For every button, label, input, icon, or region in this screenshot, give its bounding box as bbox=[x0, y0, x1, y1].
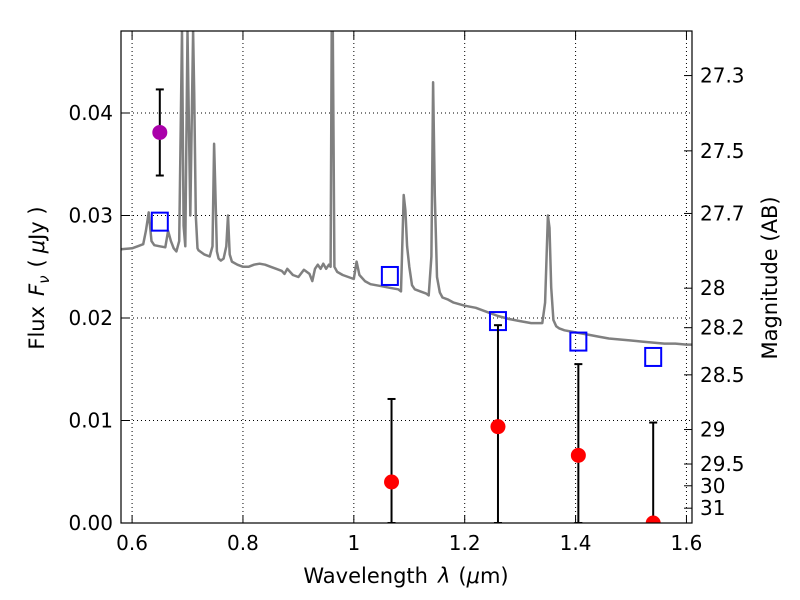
plot-series bbox=[121, 31, 692, 523]
x-tick-label: 1.4 bbox=[560, 531, 592, 555]
x-tick-label: 1.6 bbox=[671, 531, 703, 555]
y-tick-label: 0.01 bbox=[68, 409, 113, 433]
plot-frame bbox=[120, 30, 693, 524]
y-tick-label: 0.00 bbox=[68, 511, 113, 535]
magnitude-tick-label: 31 bbox=[700, 496, 725, 520]
magnitude-tick-label: 28 bbox=[700, 276, 725, 300]
model-flux-square-point bbox=[644, 346, 663, 367]
y-tick-label: 0.02 bbox=[68, 306, 113, 330]
observed-flux-point bbox=[490, 419, 506, 435]
grid-lines bbox=[121, 31, 692, 524]
y-tick-label: 0.04 bbox=[68, 101, 113, 125]
x-axis-label: Wavelength λ (μm) bbox=[303, 564, 508, 588]
y-axis-label: FluxFν(μJy ) bbox=[25, 206, 53, 349]
observed-flux-point bbox=[384, 474, 400, 490]
x-tick-label: 0.8 bbox=[227, 531, 259, 555]
observed-flux-point bbox=[152, 124, 168, 140]
model-flux-square-point bbox=[569, 331, 588, 352]
x-tick-label: 1.2 bbox=[449, 531, 481, 555]
magnitude-tick-label: 29.5 bbox=[700, 452, 745, 476]
x-tick-label: 0.6 bbox=[116, 531, 148, 555]
magnitude-tick-label: 28.2 bbox=[700, 316, 745, 340]
magnitude-tick-label: 28.5 bbox=[700, 363, 745, 387]
magnitude-tick-label: 27.7 bbox=[700, 201, 745, 225]
magnitude-tick-label: 29 bbox=[700, 418, 725, 442]
magnitude-tick-label: 27.5 bbox=[700, 139, 745, 163]
magnitude-tick-label: 27.3 bbox=[700, 64, 745, 88]
y-tick-label: 0.03 bbox=[68, 204, 113, 228]
magnitude-tick-label: 30 bbox=[700, 474, 725, 498]
model-flux-square-point bbox=[380, 265, 399, 286]
observed-flux-point bbox=[645, 515, 661, 523]
model-flux-square-point bbox=[150, 211, 169, 232]
x-tick-label: 1 bbox=[347, 531, 360, 555]
model-spectrum-line bbox=[121, 31, 692, 346]
observed-flux-point bbox=[570, 447, 586, 463]
y2-axis-label: Magnitude (AB) bbox=[758, 196, 782, 359]
plot-border bbox=[120, 30, 693, 524]
axis-ticks: 0.6 0.8 1 1.2 1.4 1.6 0.00 0.01 0.02 0.03 0.04 27.3… bbox=[68, 31, 745, 555]
